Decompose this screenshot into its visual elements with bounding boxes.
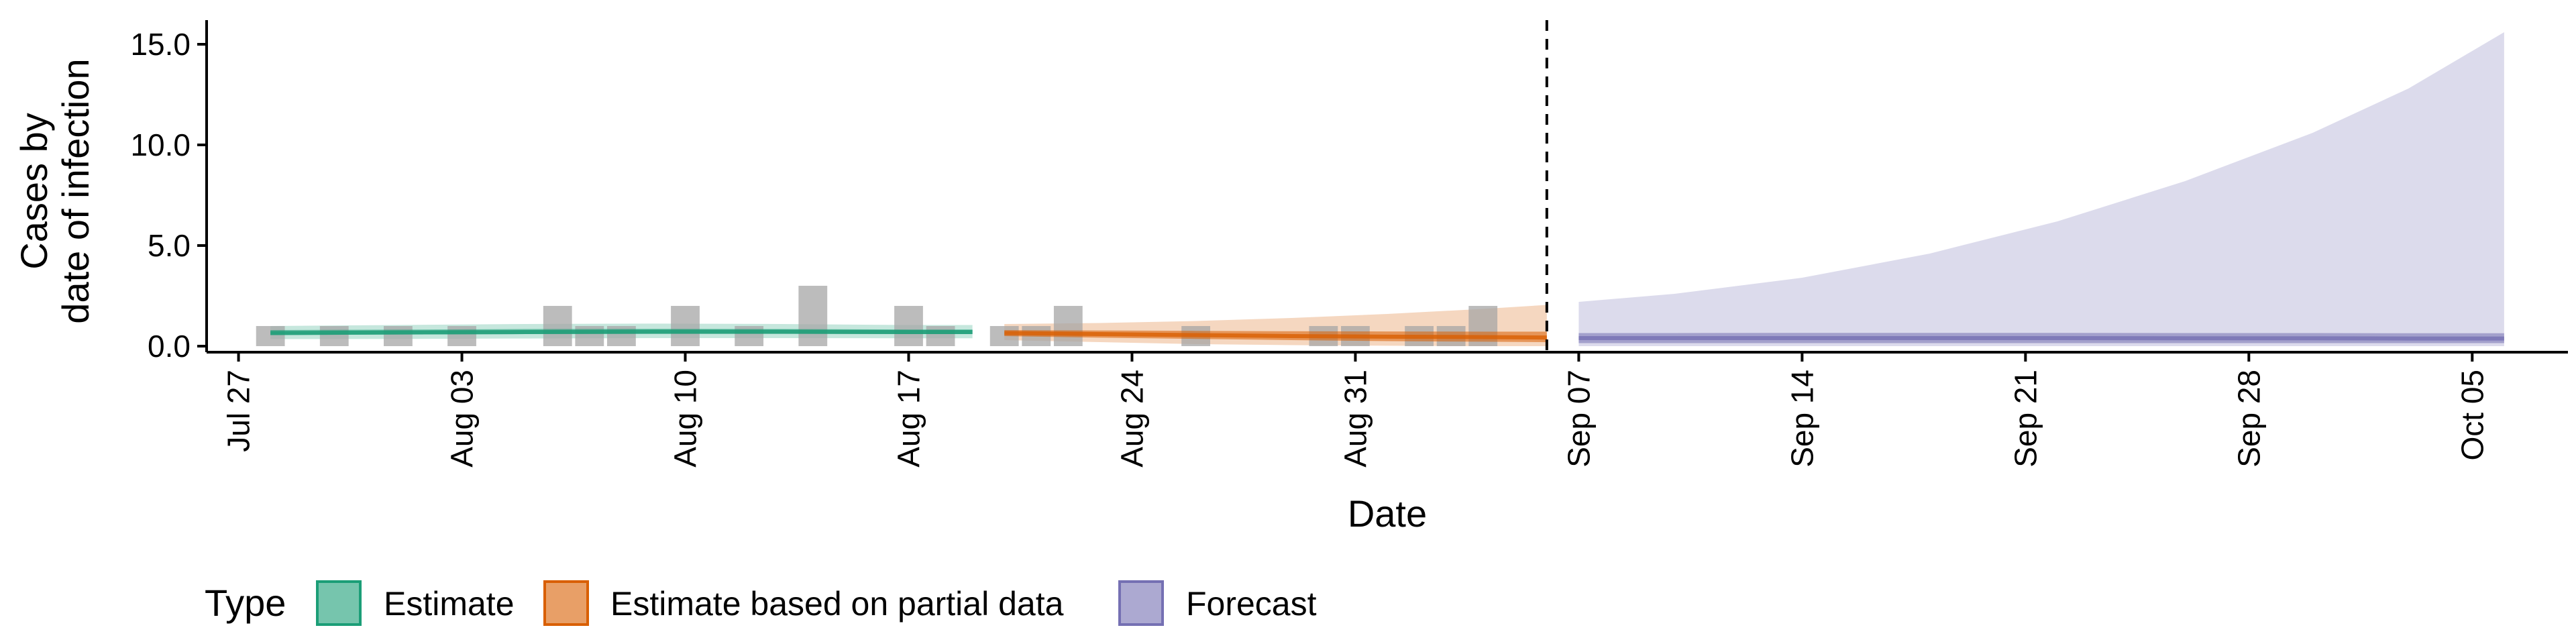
legend-label-partial-estimate: Estimate based on partial data xyxy=(610,585,1064,623)
x-axis-label: Date xyxy=(1348,492,1427,535)
band-90-forecast xyxy=(1578,32,2504,346)
reported-cases-bar xyxy=(256,326,285,346)
y-axis-label-line2: date of infection xyxy=(54,58,97,323)
median-line-estimate xyxy=(270,329,973,335)
x-tick-label: Sep 07 xyxy=(1561,370,1596,468)
legend-key-forecast xyxy=(1118,580,1164,626)
y-tick-label: 5.0 xyxy=(148,228,191,263)
y-tick-label: 10.0 xyxy=(130,127,191,162)
reported-cases-bar xyxy=(798,286,828,346)
legend-label-forecast: Forecast xyxy=(1186,585,1317,623)
x-tick-label: Aug 24 xyxy=(1114,370,1149,468)
reported-cases-bar xyxy=(1053,306,1083,346)
x-tick-label: Sep 21 xyxy=(2008,370,2043,468)
median-line-estimate-based-on-partial-data xyxy=(1004,331,1547,340)
x-tick-label: Sep 28 xyxy=(2231,370,2266,468)
median-line-forecast xyxy=(1578,336,2504,341)
reported-cases-bar xyxy=(384,326,413,346)
x-tick-label: Sep 14 xyxy=(1784,370,1819,468)
reported-cases-bar xyxy=(926,326,955,346)
x-tick-label: Aug 17 xyxy=(891,370,926,468)
x-tick-label: Aug 03 xyxy=(445,370,480,468)
x-tick-label: Oct 05 xyxy=(2455,370,2489,461)
legend: Type Estimate Estimate based on partial … xyxy=(205,580,1317,626)
x-tick-label: Aug 31 xyxy=(1338,370,1373,468)
legend-key-estimate xyxy=(316,580,362,626)
x-tick-label: Jul 27 xyxy=(221,370,256,452)
reported-cases-bar xyxy=(894,306,923,346)
reported-cases-bar xyxy=(319,326,349,346)
plot-area xyxy=(256,20,2504,352)
legend-title: Type xyxy=(205,582,286,624)
legend-label-estimate: Estimate xyxy=(384,585,515,623)
reported-cases-bar xyxy=(447,326,476,346)
y-tick-label: 0.0 xyxy=(148,329,191,364)
reported-cases-bar xyxy=(543,306,572,346)
reported-cases-bar xyxy=(671,306,700,346)
y-tick-label: 15.0 xyxy=(130,27,191,62)
legend-key-partial-estimate xyxy=(543,580,589,626)
x-tick-label: Aug 10 xyxy=(668,370,703,468)
axes: 0.0 5.0 10.0 15.0 Jul 27 Aug 03 Aug 10 Aug 17 Au… xyxy=(130,20,2568,468)
y-axis-label-line1: Cases by xyxy=(13,113,55,269)
